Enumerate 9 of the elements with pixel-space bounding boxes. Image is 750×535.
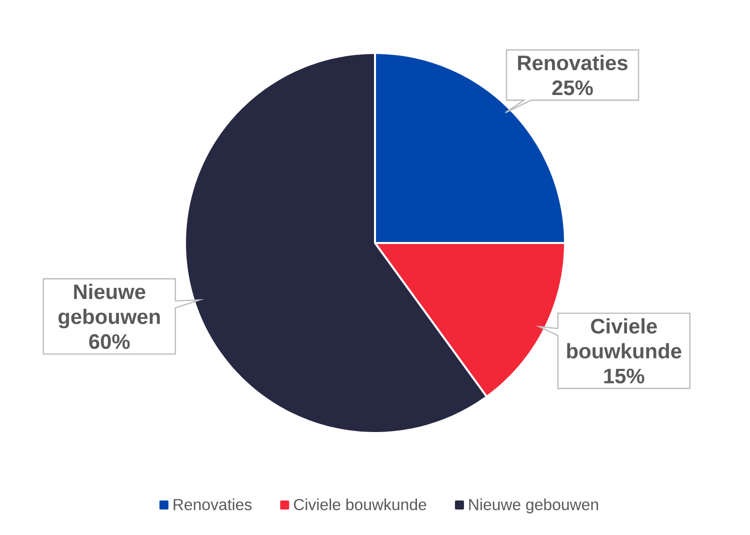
slice-label: Nieuwe gebouwen <box>58 284 160 328</box>
data-label: 15% <box>604 368 644 384</box>
slice-label: Renovaties <box>518 54 628 70</box>
slice-label: Civiele bouwkunde <box>567 318 682 359</box>
legend-label: Renovaties <box>174 498 252 510</box>
legend-label: Civiele bouwkunde <box>294 498 426 510</box>
data-label: 60% <box>89 334 130 349</box>
legend-label: Nieuwe gebouwen <box>469 498 598 514</box>
data-label: 25% <box>552 80 593 96</box>
